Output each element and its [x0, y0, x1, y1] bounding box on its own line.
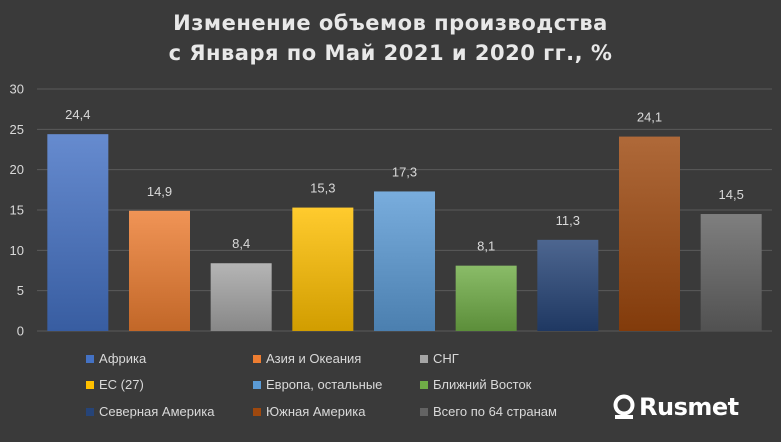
legend-item: Всего по 64 странам [420, 404, 557, 419]
legend-label: Азия и Океания [266, 351, 362, 366]
bar-value-label: 24,4 [65, 107, 90, 122]
legend-label: ЕС (27) [99, 377, 144, 392]
bar-value-label: 24,1 [637, 110, 662, 125]
bar-5 [374, 191, 435, 331]
y-tick-label: 30 [10, 82, 24, 97]
bar-value-label: 11,3 [556, 213, 580, 228]
y-tick-label: 25 [10, 122, 24, 137]
logo-text: Rusmet [639, 393, 739, 421]
legend-swatch [86, 380, 94, 389]
legend-swatch [86, 407, 94, 416]
bar-3 [210, 263, 272, 331]
legend-item: ЕС (27) [86, 377, 144, 392]
bar-6 [455, 265, 517, 331]
bar-4 [292, 207, 354, 331]
legend-label: Южная Америка [266, 404, 366, 419]
bar-value-label: 14,9 [147, 184, 172, 199]
legend-label: Ближний Восток [433, 377, 532, 392]
legend-item: Африка [86, 351, 146, 366]
legend-item: СНГ [420, 351, 459, 366]
legend-label: СНГ [433, 351, 459, 366]
legend-item: Северная Америка [86, 404, 214, 419]
legend-swatch [86, 354, 94, 363]
legend-swatch [420, 354, 428, 363]
legend-item: Ближний Восток [420, 377, 531, 392]
rusmet-logo-icon [613, 394, 635, 419]
data-labels: 24,4 14,9 8,4 15,3 17,3 8,1 11,3 24,1 14,5 [65, 107, 744, 253]
legend-item: Азия и Океания [253, 351, 361, 366]
legend-label: Северная Америка [99, 404, 215, 419]
y-tick-label: 5 [17, 283, 24, 298]
chart-title: Изменение объемов производства с Января … [0, 8, 781, 68]
bar-value-label: 14,5 [719, 187, 744, 202]
bars [47, 134, 762, 331]
bar-7 [537, 239, 599, 331]
chart-title-line-1: Изменение объемов производства [173, 11, 608, 35]
bar-2 [129, 210, 190, 331]
legend-label: Всего по 64 странам [433, 404, 557, 419]
bar-1 [47, 134, 109, 331]
legend-item: Европа, остальные [253, 377, 382, 392]
legend: Африка Азия и Океания СНГ ЕС (27) Европа, ос… [86, 346, 606, 436]
bar-8 [619, 136, 680, 331]
bar-9 [700, 214, 762, 331]
chart-title-line-2: с Января по Май 2021 и 2020 гг., % [168, 41, 613, 65]
legend-swatch [253, 407, 261, 416]
bar-value-label: 8,4 [232, 236, 250, 251]
bar-value-label: 17,3 [392, 164, 417, 179]
bar-value-label: 8,1 [477, 239, 495, 254]
y-tick-label: 20 [10, 162, 24, 177]
bar-value-label: 15,3 [310, 181, 335, 196]
rusmet-logo: Rusmet [612, 392, 739, 422]
legend-swatch [253, 354, 261, 363]
legend-swatch [420, 380, 428, 389]
y-tick-label: 0 [17, 324, 24, 339]
legend-swatch [253, 380, 261, 389]
legend-swatch [420, 407, 428, 416]
legend-label: Африка [99, 351, 147, 366]
y-axis-ticks: 0 5 10 15 20 25 30 [10, 82, 24, 339]
legend-item: Южная Америка [253, 404, 365, 419]
y-tick-label: 10 [10, 243, 24, 258]
legend-label: Европа, остальные [266, 377, 383, 392]
y-tick-label: 15 [10, 203, 24, 218]
